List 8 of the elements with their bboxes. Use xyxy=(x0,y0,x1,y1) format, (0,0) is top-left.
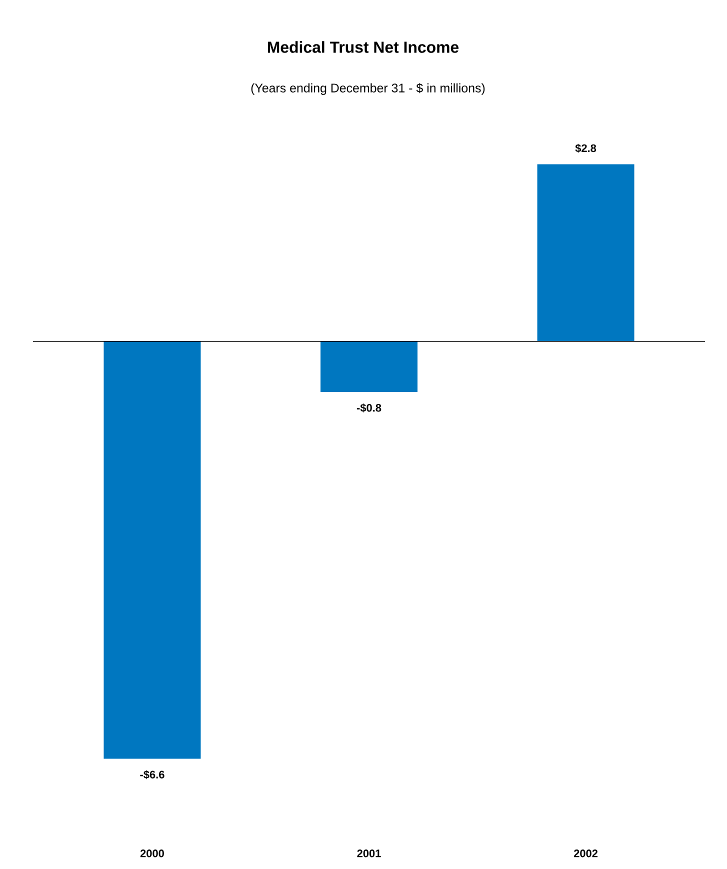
data-label: $2.8 xyxy=(575,144,596,153)
chart-title: Medical Trust Net Income xyxy=(268,41,459,53)
x-tick-label: 2002 xyxy=(574,850,598,858)
x-tick-label: 2000 xyxy=(140,850,164,858)
data-label: -$6.6 xyxy=(140,770,164,780)
chart-subtitle: (Years ending December 31 - $ in millions) xyxy=(251,83,485,95)
x-tick-label: 2001 xyxy=(357,850,381,858)
data-label: -$0.8 xyxy=(356,403,382,412)
